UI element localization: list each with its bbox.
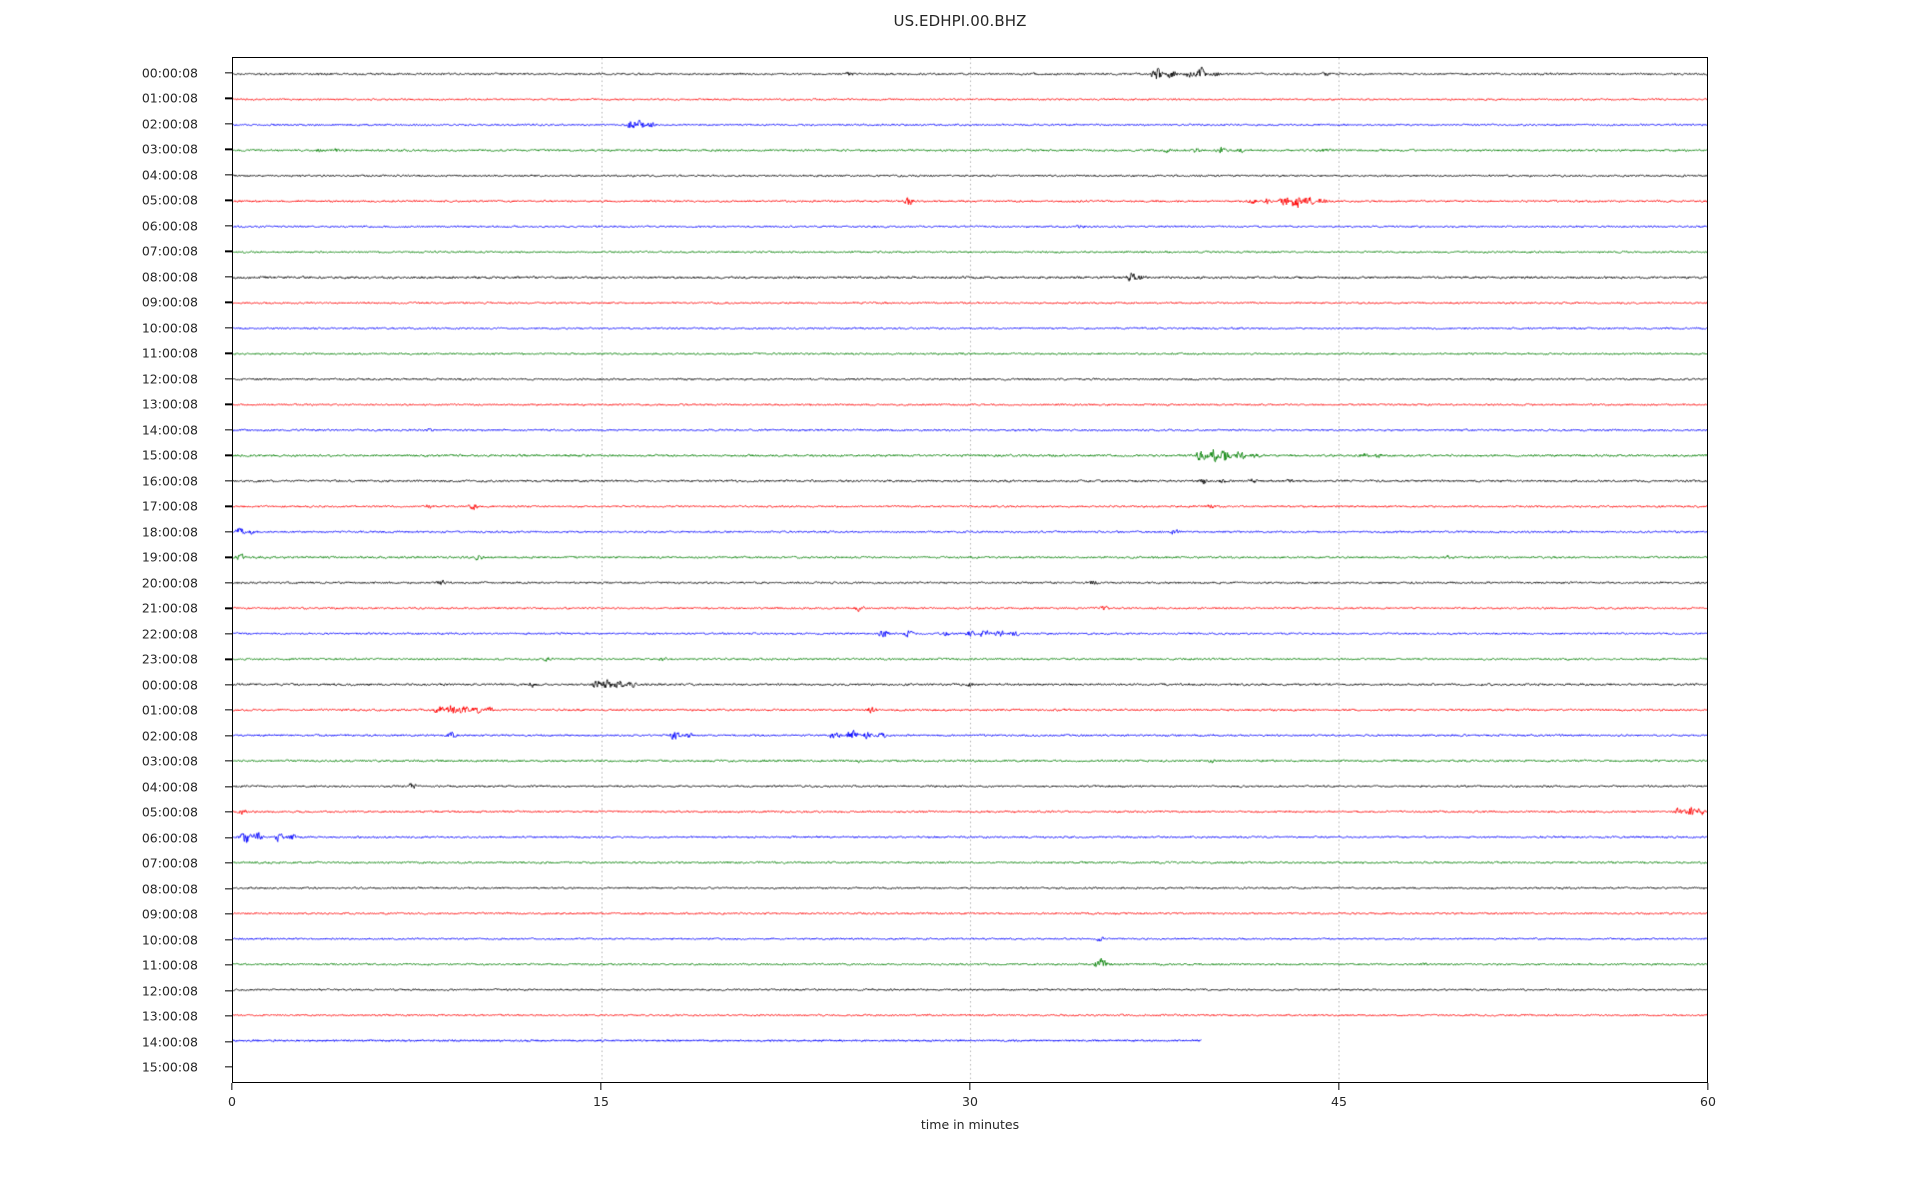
y-tick-label: 00:00:08 (141, 677, 198, 693)
y-tick-label: 22:00:08 (141, 626, 198, 642)
x-tick-label: 45 (1331, 1094, 1347, 1109)
x-tick-mark (1338, 1083, 1340, 1090)
y-tick-label: 15:00:08 (141, 447, 198, 463)
y-tick-label: 09:00:08 (141, 294, 198, 310)
y-tick-mark (225, 1040, 232, 1043)
y-tick-label: 04:00:08 (141, 167, 198, 183)
y-tick-mark (225, 250, 232, 253)
y-tick-mark (225, 633, 232, 635)
y-tick-mark (225, 378, 232, 380)
y-tick-label: 21:00:08 (141, 600, 198, 616)
y-tick-mark (225, 989, 232, 992)
y-tick-mark (225, 97, 232, 100)
y-tick-mark (225, 148, 232, 151)
y-tick-mark (225, 964, 232, 966)
x-tick-mark (231, 1083, 233, 1090)
y-tick-label: 16:00:08 (141, 473, 198, 489)
y-tick-mark (225, 684, 232, 686)
y-tick-mark (225, 531, 232, 533)
x-tick-label: 0 (228, 1094, 236, 1109)
y-tick-mark (225, 811, 232, 813)
y-tick-label: 06:00:08 (141, 830, 198, 846)
y-tick-mark (225, 301, 232, 304)
y-tick-label: 17:00:08 (141, 498, 198, 514)
y-tick-mark (225, 607, 232, 609)
y-tick-mark (225, 735, 232, 737)
x-tick-label: 60 (1700, 1094, 1716, 1109)
y-tick-label: 10:00:08 (141, 320, 198, 336)
x-axis-tick-labels: 0 15 30 45 60 (228, 1083, 1716, 1123)
y-tick-mark (225, 938, 232, 941)
y-tick-label: 09:00:08 (141, 906, 198, 922)
y-tick-label: 08:00:08 (141, 269, 198, 285)
y-tick-label: 00:00:08 (141, 65, 198, 81)
y-tick-label: 04:00:08 (141, 779, 198, 795)
x-axis-label: time in minutes (920, 1117, 1020, 1132)
y-tick-mark (225, 913, 232, 915)
y-tick-mark (225, 174, 232, 176)
y-tick-mark (225, 836, 232, 839)
y-tick-mark (225, 429, 232, 431)
y-tick-label: 23:00:08 (141, 651, 198, 667)
y-tick-label: 03:00:08 (141, 753, 198, 769)
y-tick-mark (225, 454, 232, 456)
y-tick-label: 10:00:08 (141, 932, 198, 948)
x-tick-mark (1707, 1083, 1709, 1090)
y-tick-label: 02:00:08 (141, 728, 198, 744)
y-tick-label: 08:00:08 (141, 881, 198, 897)
y-tick-label: 02:00:08 (141, 116, 198, 132)
y-tick-label: 14:00:08 (141, 1034, 198, 1049)
y-tick-mark (225, 1066, 232, 1068)
y-tick-label: 01:00:08 (141, 702, 198, 718)
y-tick-mark (225, 862, 232, 864)
x-tick-label: 15 (593, 1094, 609, 1109)
y-tick-mark (225, 658, 232, 660)
y-tick-label: 14:00:08 (141, 422, 198, 438)
y-tick-mark (225, 327, 232, 329)
y-tick-mark (225, 276, 232, 278)
y-tick-mark (225, 123, 232, 125)
y-tick-label: 05:00:08 (141, 192, 198, 208)
y-tick-label: 11:00:08 (141, 957, 198, 973)
y-tick-label: 05:00:08 (141, 804, 198, 820)
y-tick-mark (225, 760, 232, 762)
y-tick-mark (225, 225, 232, 227)
plot-axes-frame (232, 57, 1708, 1083)
y-tick-mark (225, 505, 232, 507)
y-tick-label: 11:00:08 (141, 345, 198, 361)
y-tick-mark (225, 1015, 232, 1017)
y-tick-mark (225, 199, 232, 202)
y-tick-mark (225, 352, 232, 354)
page-title: US.EDHPI.00.BHZ (893, 12, 1027, 30)
y-tick-label: 13:00:08 (141, 396, 198, 412)
y-tick-mark (225, 403, 232, 405)
y-tick-label: 18:00:08 (141, 524, 198, 540)
y-tick-label: 13:00:08 (141, 1008, 198, 1024)
y-tick-mark (225, 709, 232, 711)
y-tick-label: 12:00:08 (141, 371, 198, 387)
x-tick-label: 30 (962, 1094, 978, 1109)
y-tick-mark (225, 556, 232, 558)
y-tick-label: 03:00:08 (141, 141, 198, 157)
y-tick-label: 15:00:08 (141, 1059, 198, 1075)
y-tick-mark (225, 582, 232, 584)
x-tick-mark (969, 1083, 971, 1090)
y-axis-tick-labels: 00:00:08 01:00:08 02:00:08 03:00:08 04:00:08… (0, 57, 232, 1083)
y-tick-mark (225, 480, 232, 482)
y-tick-label: 06:00:08 (141, 218, 198, 234)
seismogram-traces-canvas (233, 58, 1707, 1082)
y-tick-label: 01:00:08 (141, 90, 198, 106)
y-tick-label: 07:00:08 (141, 243, 198, 259)
x-tick-mark (600, 1083, 602, 1090)
y-tick-mark (225, 72, 232, 74)
y-tick-label: 12:00:08 (141, 983, 198, 999)
y-tick-label: 19:00:08 (141, 549, 198, 565)
y-tick-mark (225, 785, 232, 788)
y-tick-label: 20:00:08 (141, 575, 198, 591)
y-tick-label: 07:00:08 (141, 855, 198, 871)
y-tick-mark (225, 887, 232, 890)
